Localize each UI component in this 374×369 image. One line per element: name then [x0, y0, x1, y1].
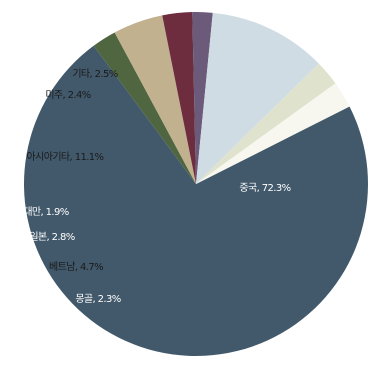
pie-slice-8: [196, 83, 350, 184]
pie-slice-2: [93, 32, 196, 184]
slice-label-6: 아시아기타, 11.1%: [27, 151, 104, 163]
slice-label-8: 기타, 2.5%: [72, 68, 117, 80]
pie-slice-1: [23, 45, 368, 356]
pie-slices: [23, 11, 368, 356]
pie-slice-4: [162, 12, 196, 185]
pie-slice-5: [192, 11, 213, 184]
slice-label-2: 몽골, 2.3%: [75, 293, 120, 305]
pie-slice-6: [196, 12, 319, 184]
slice-label-5: 대만, 1.9%: [23, 206, 68, 218]
pie-slice-3: [114, 15, 196, 184]
slice-label-7: 미주, 2.4%: [45, 89, 90, 101]
slice-label-4: 일본, 2.8%: [29, 231, 74, 243]
pie-labels: 중국, 72.3% 몽골, 2.3% 베트남, 4.7% 일본, 2.8% 대만, 1.…: [23, 68, 291, 305]
slice-label-3: 베트남, 4.7%: [49, 261, 103, 273]
pie-slice-7: [196, 63, 336, 184]
slice-label-1: 중국, 72.3%: [239, 182, 290, 194]
